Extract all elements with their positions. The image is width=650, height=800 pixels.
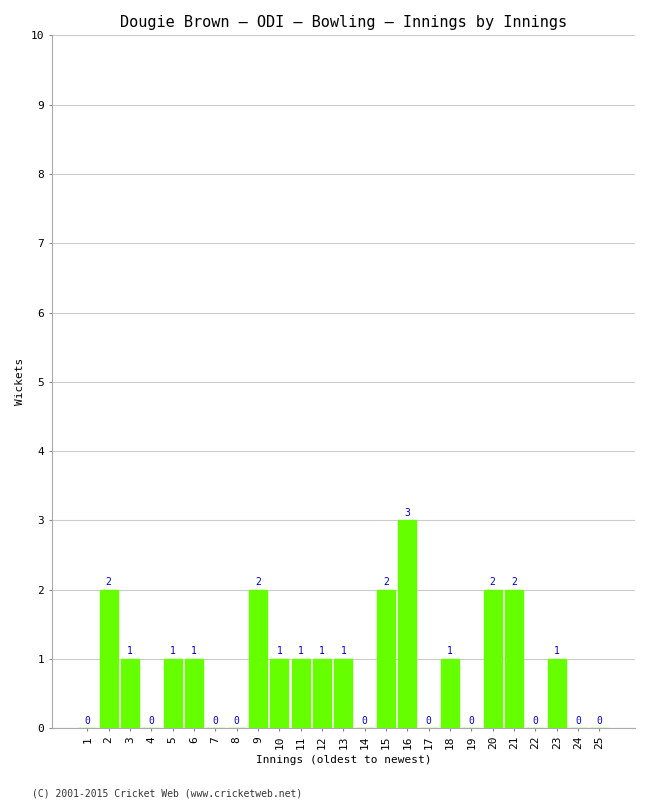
Bar (484, 590, 502, 728)
Text: 1: 1 (191, 646, 197, 656)
Bar (185, 659, 203, 728)
Text: 2: 2 (511, 577, 517, 587)
Text: 1: 1 (554, 646, 560, 656)
Bar (164, 659, 182, 728)
Bar (377, 590, 395, 728)
Text: 3: 3 (404, 508, 410, 518)
Title: Dougie Brown – ODI – Bowling – Innings by Innings: Dougie Brown – ODI – Bowling – Innings b… (120, 15, 567, 30)
Text: 0: 0 (234, 715, 240, 726)
Text: 0: 0 (213, 715, 218, 726)
Bar (441, 659, 459, 728)
Text: 1: 1 (276, 646, 282, 656)
Bar (99, 590, 118, 728)
Bar (121, 659, 139, 728)
Text: 2: 2 (490, 577, 496, 587)
Text: 0: 0 (362, 715, 368, 726)
Bar (548, 659, 566, 728)
Bar (270, 659, 289, 728)
Bar (505, 590, 523, 728)
Text: 1: 1 (341, 646, 346, 656)
Text: 2: 2 (106, 577, 112, 587)
Text: 0: 0 (148, 715, 154, 726)
Bar (334, 659, 352, 728)
Text: 2: 2 (383, 577, 389, 587)
Bar (249, 590, 267, 728)
Text: 1: 1 (447, 646, 453, 656)
Text: 1: 1 (127, 646, 133, 656)
Text: 0: 0 (426, 715, 432, 726)
Text: 0: 0 (469, 715, 474, 726)
Text: (C) 2001-2015 Cricket Web (www.cricketweb.net): (C) 2001-2015 Cricket Web (www.cricketwe… (32, 788, 303, 798)
Text: 0: 0 (597, 715, 603, 726)
X-axis label: Innings (oldest to newest): Innings (oldest to newest) (255, 755, 431, 765)
Text: 0: 0 (532, 715, 538, 726)
Y-axis label: Wickets: Wickets (15, 358, 25, 406)
Bar (398, 521, 417, 728)
Bar (292, 659, 310, 728)
Bar (313, 659, 331, 728)
Text: 0: 0 (84, 715, 90, 726)
Text: 1: 1 (170, 646, 176, 656)
Text: 0: 0 (575, 715, 581, 726)
Text: 2: 2 (255, 577, 261, 587)
Text: 1: 1 (298, 646, 304, 656)
Text: 1: 1 (319, 646, 325, 656)
